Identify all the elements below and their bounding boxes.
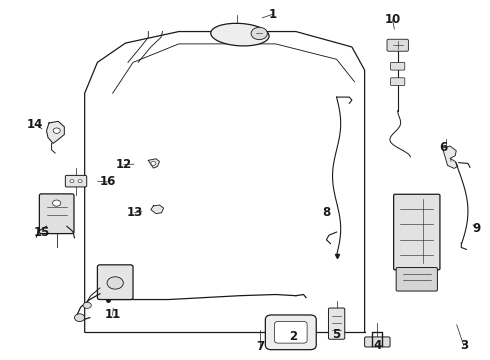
Polygon shape (151, 205, 164, 213)
Circle shape (52, 200, 61, 206)
FancyBboxPatch shape (396, 267, 438, 291)
Text: 8: 8 (322, 206, 331, 219)
FancyBboxPatch shape (391, 78, 405, 86)
FancyBboxPatch shape (328, 308, 345, 339)
Text: 9: 9 (472, 222, 481, 235)
Polygon shape (442, 146, 458, 168)
Circle shape (151, 162, 156, 165)
FancyBboxPatch shape (365, 337, 390, 347)
Ellipse shape (211, 23, 269, 46)
Text: 16: 16 (99, 175, 116, 188)
Polygon shape (148, 159, 159, 168)
FancyBboxPatch shape (266, 315, 316, 350)
FancyBboxPatch shape (65, 175, 87, 187)
Circle shape (53, 128, 60, 133)
FancyBboxPatch shape (393, 194, 440, 270)
FancyBboxPatch shape (391, 62, 405, 70)
FancyBboxPatch shape (387, 39, 408, 51)
Text: 7: 7 (256, 341, 264, 354)
FancyBboxPatch shape (98, 265, 133, 300)
Text: 13: 13 (126, 206, 143, 219)
Text: 3: 3 (460, 339, 468, 352)
Text: 14: 14 (27, 118, 44, 131)
Text: 15: 15 (33, 226, 49, 239)
Text: 11: 11 (104, 309, 121, 321)
Polygon shape (47, 121, 64, 143)
Text: 12: 12 (116, 158, 132, 171)
Circle shape (83, 302, 91, 309)
Text: 10: 10 (385, 13, 401, 27)
Circle shape (78, 180, 82, 183)
FancyBboxPatch shape (39, 194, 74, 234)
Text: 5: 5 (333, 328, 341, 341)
Circle shape (70, 180, 74, 183)
Circle shape (107, 277, 123, 289)
Text: 2: 2 (289, 330, 297, 343)
Text: 4: 4 (373, 339, 381, 352)
FancyBboxPatch shape (274, 321, 307, 343)
Circle shape (251, 27, 268, 40)
Circle shape (74, 314, 85, 321)
Text: 6: 6 (440, 141, 448, 154)
Text: 1: 1 (269, 8, 277, 21)
